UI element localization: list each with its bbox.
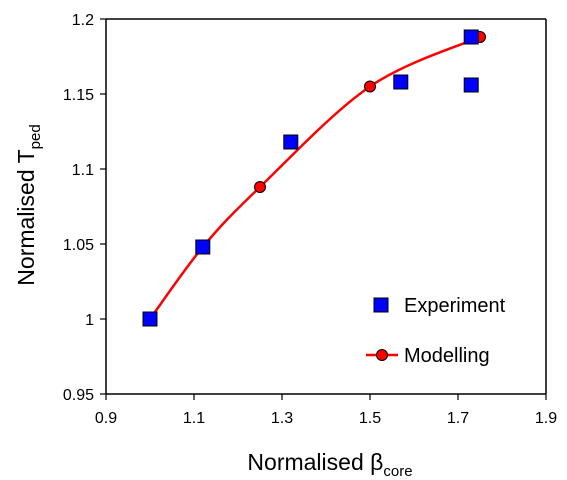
y-tick-label: 1.2 <box>72 12 94 29</box>
experiment-series <box>142 29 479 327</box>
x-tick-label: 0.9 <box>95 410 117 427</box>
experiment-point <box>393 74 409 90</box>
experiment-point <box>142 311 158 327</box>
experiment-point <box>463 29 479 45</box>
x-axis-label: Normalised βcore <box>247 449 412 480</box>
ticks: 0.9 1.1 1.3 1.5 1.7 1.9 0.95 1 1.05 1.1 1.15 1.2 <box>63 12 557 427</box>
x-tick-label: 1.7 <box>447 410 469 427</box>
modelling-line <box>148 35 481 320</box>
y-tick-label: 1.15 <box>63 87 94 104</box>
axes <box>105 18 547 395</box>
modelling-point <box>254 181 266 193</box>
experiment-point <box>195 239 211 255</box>
x-tick-label: 1.3 <box>271 410 293 427</box>
legend-experiment-label: Experiment <box>404 295 506 317</box>
y-tick-label: 1.1 <box>72 162 94 179</box>
x-tick-label: 1.5 <box>359 410 381 427</box>
legend-experiment-marker <box>373 297 389 313</box>
legend-item-experiment: Experiment <box>373 295 506 317</box>
x-tick-label: 1.1 <box>183 410 205 427</box>
y-tick-label: 0.95 <box>63 387 94 404</box>
y-tick-label: 1.05 <box>63 237 94 254</box>
legend: Experiment Modelling <box>366 295 506 367</box>
y-axis-label: Normalised Tped <box>13 124 44 285</box>
x-tick-label: 1.9 <box>535 410 557 427</box>
legend-modelling-marker <box>376 349 388 361</box>
modelling-point <box>364 80 376 93</box>
experiment-point <box>283 134 299 150</box>
legend-item-modelling: Modelling <box>366 345 490 367</box>
experiment-point <box>463 77 479 93</box>
legend-modelling-label: Modelling <box>404 345 490 367</box>
y-tick-label: 1 <box>85 312 94 329</box>
modelling-series <box>144 31 486 325</box>
